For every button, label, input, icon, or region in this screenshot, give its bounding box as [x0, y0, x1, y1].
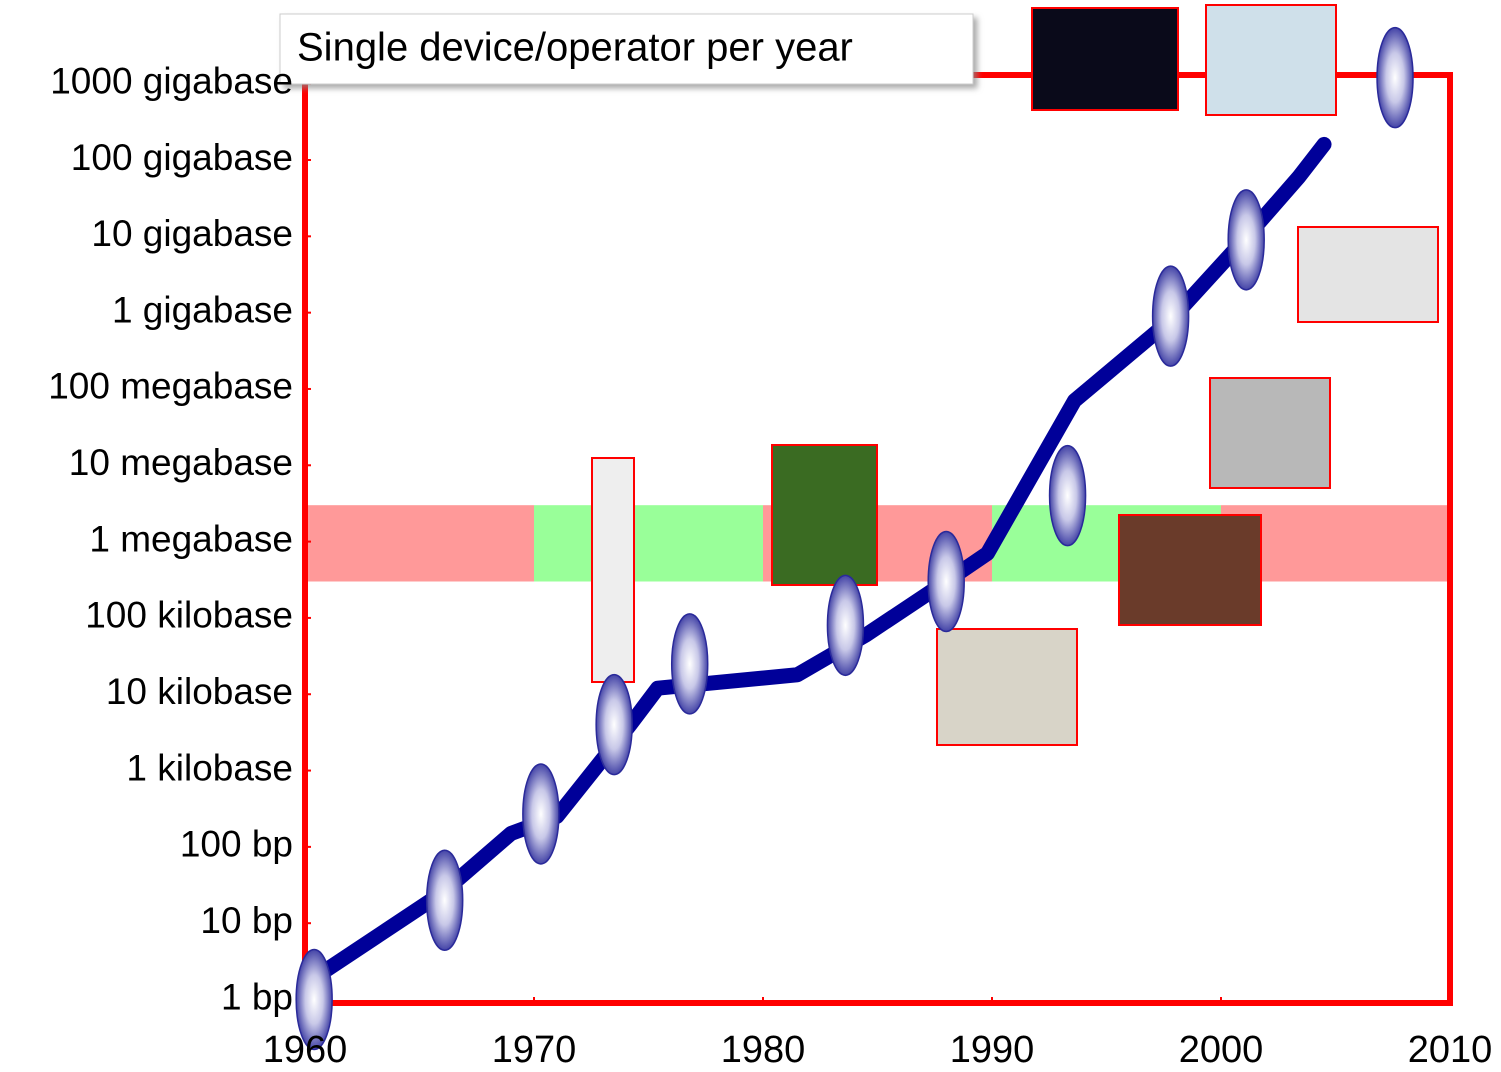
- y-tick-label: 100 megabase: [48, 366, 293, 407]
- photos: [592, 5, 1438, 745]
- y-tick-label: 1000 gigabase: [50, 60, 293, 101]
- milestone-marker: [1153, 266, 1189, 366]
- milestone-marker: [672, 614, 708, 714]
- y-tick-label: 10 bp: [200, 900, 293, 941]
- instrument-photo: [1210, 378, 1330, 488]
- x-tick-label: 1980: [721, 1029, 806, 1071]
- band: [305, 505, 534, 581]
- x-tick-label: 1970: [492, 1029, 577, 1071]
- y-tick-label: 1 kilobase: [126, 747, 293, 788]
- instrument-photo: [1298, 227, 1438, 322]
- y-tick-label: 100 gigabase: [71, 137, 293, 178]
- band: [534, 505, 763, 581]
- x-tick-label: 2000: [1179, 1029, 1264, 1071]
- y-tick-label: 100 kilobase: [85, 595, 293, 636]
- y-tick-label: 1 bp: [221, 976, 293, 1017]
- sequence-image: [772, 445, 877, 585]
- milestone-marker: [1228, 190, 1264, 290]
- milestone-marker: [596, 675, 632, 775]
- chart-title: Single device/operator per year: [297, 26, 853, 70]
- milestone-marker: [427, 850, 463, 950]
- y-tick-label: 1 gigabase: [112, 289, 293, 330]
- milestone-marker: [928, 532, 964, 632]
- y-tick-label: 10 gigabase: [91, 213, 293, 254]
- x-tick-label: 2010: [1408, 1029, 1493, 1071]
- array-image: [1032, 8, 1178, 110]
- milestone-marker: [827, 575, 863, 675]
- milestone-marker: [523, 764, 559, 864]
- y-tick-label: 100 bp: [180, 824, 293, 865]
- x-tick-label: 1960: [263, 1029, 348, 1071]
- gel-image: [592, 458, 634, 682]
- x-tick-label: 1990: [950, 1029, 1035, 1071]
- y-tick-label: 10 megabase: [69, 442, 293, 483]
- instrument-photo: [937, 629, 1077, 745]
- y-tick-label: 10 kilobase: [106, 671, 293, 712]
- title-box: Single device/operator per year: [280, 14, 973, 84]
- milestone-marker: [1050, 446, 1086, 546]
- instrument-photo: [1206, 5, 1336, 115]
- y-tick-label: 1 megabase: [89, 518, 293, 559]
- chart: Single device/operator per year 1 bp 10 b…: [0, 0, 1501, 1072]
- milestone-marker: [1377, 28, 1413, 128]
- instrument-photo: [1119, 515, 1261, 625]
